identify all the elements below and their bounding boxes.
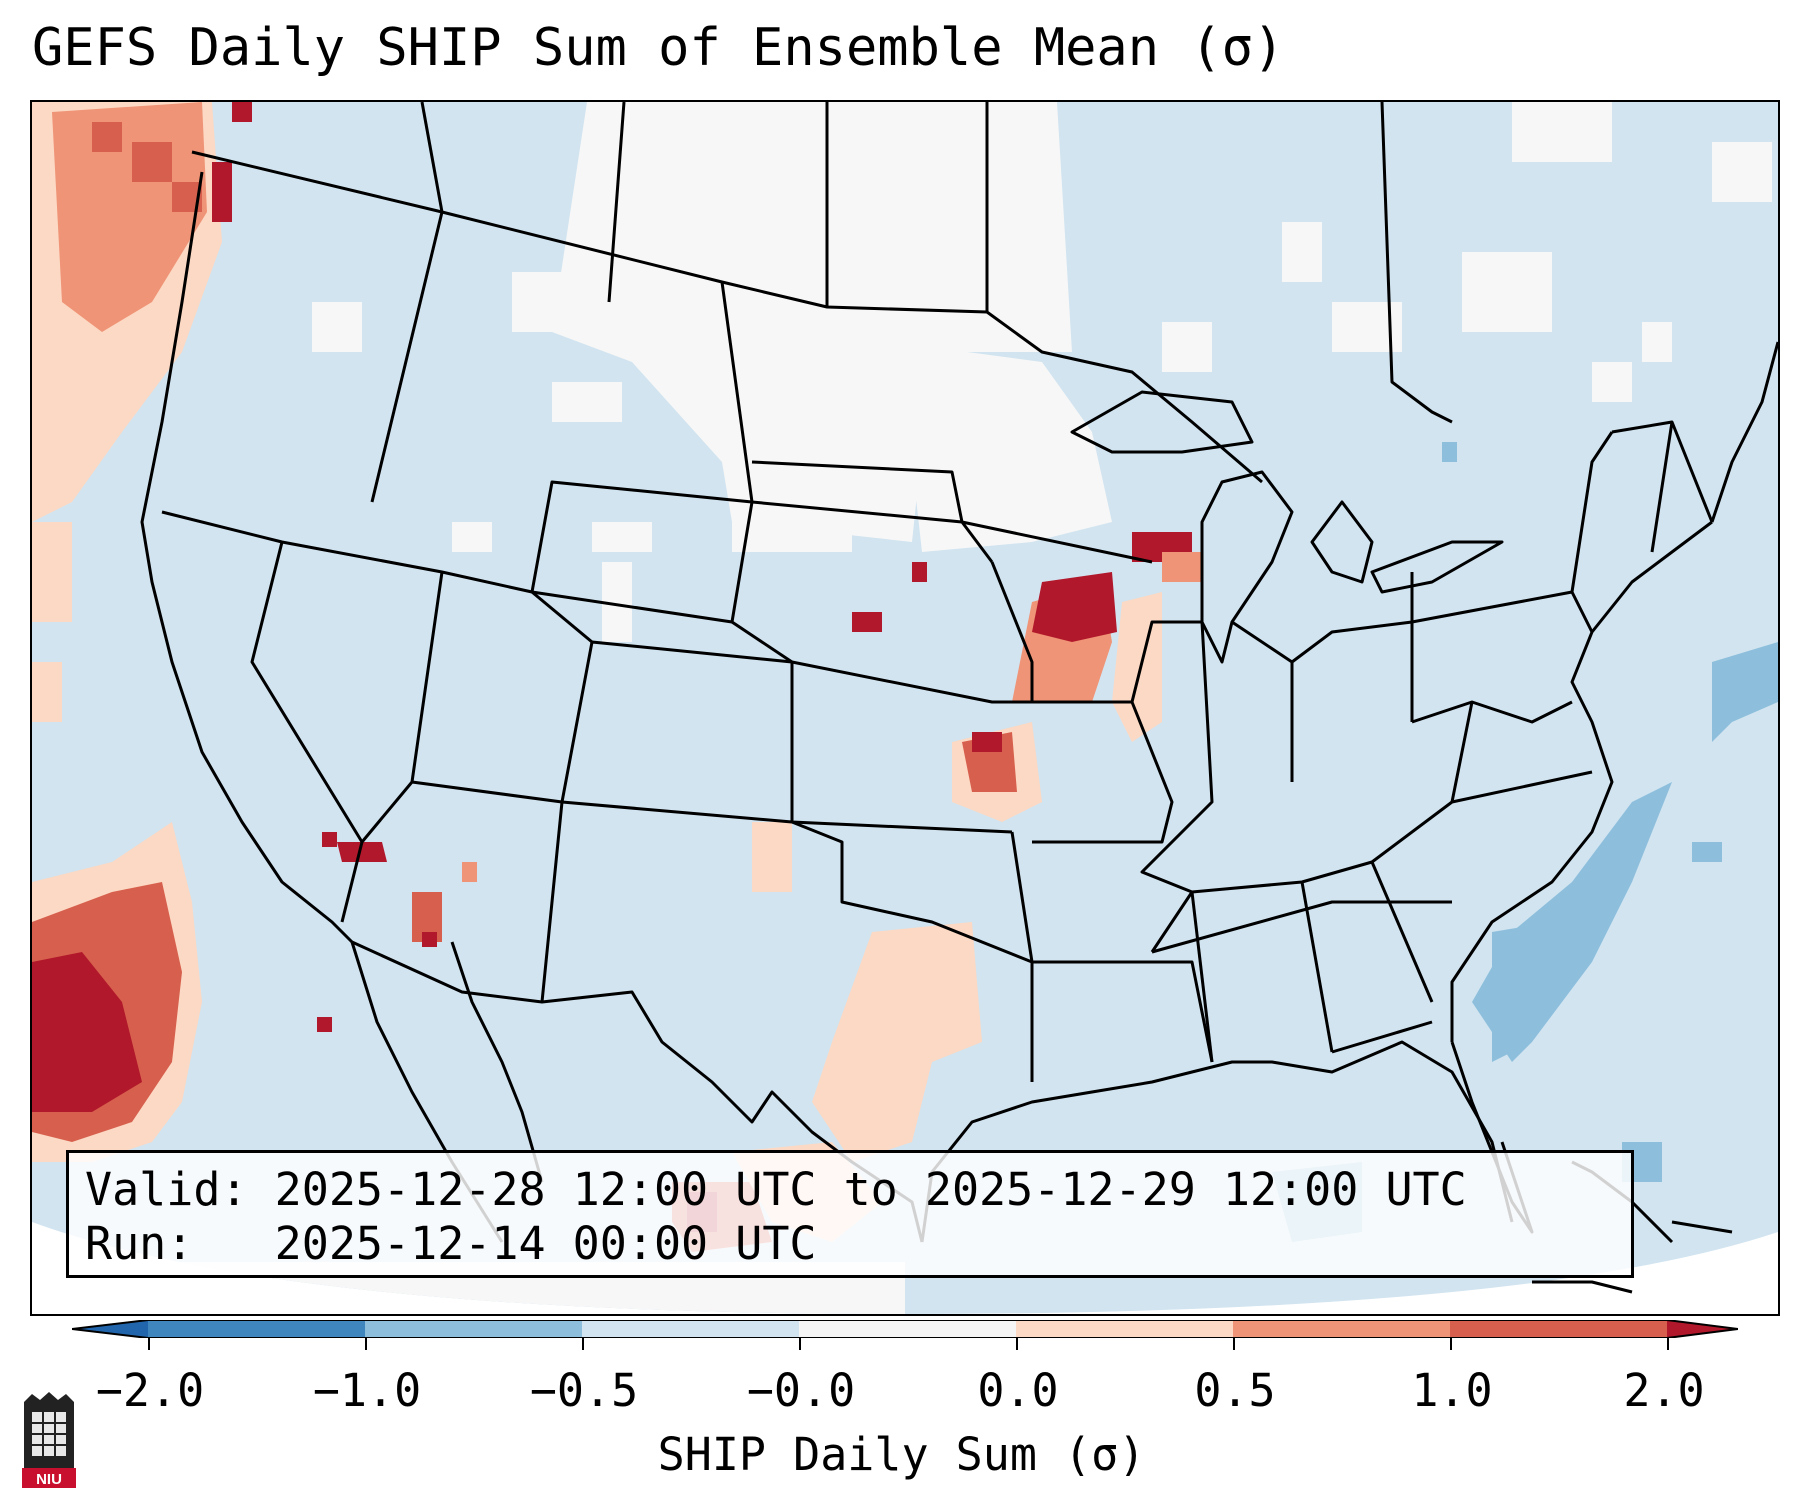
colorbar-bin-6 [1233,1320,1450,1338]
valid-row: Valid: 2025-12-28 12:00 UTC to 2025-12-2… [85,1163,1615,1217]
colorbar-bin-5 [1016,1320,1233,1338]
map-panel [30,100,1780,1316]
positive-anomaly-offshore [32,822,202,1162]
tick-label: −0.0 [746,1364,856,1417]
tick-mark [1450,1338,1452,1350]
colorbar-bin-4 [799,1320,1016,1338]
tick-mark [1667,1338,1669,1350]
tick-label: 2.0 [1623,1364,1705,1417]
tick-label: −1.0 [312,1364,422,1417]
colorbar [72,1320,1738,1338]
colorbar-ticks: −2.0 −1.0 −0.5 −0.0 0.0 0.5 1.0 2.0 [0,1338,1803,1438]
valid-label: Valid: [85,1163,248,1216]
tick-label: −2.0 [95,1364,205,1417]
colorbar-bin-2 [365,1320,582,1338]
colorbar-label: SHIP Daily Sum (σ) [657,1428,1146,1481]
map-title: GEFS Daily SHIP Sum of Ensemble Mean (σ) [32,18,1285,78]
run-row: Run: 2025-12-14 00:00 UTC [85,1217,1615,1271]
colorbar-extend-low [72,1320,148,1338]
validity-info-box: Valid: 2025-12-28 12:00 UTC to 2025-12-2… [66,1150,1634,1278]
colorbar-bin-3 [582,1320,799,1338]
tick-mark [1016,1338,1018,1350]
svg-text:NIU: NIU [36,1471,62,1488]
tick-label: −0.5 [529,1364,639,1417]
colorbar-bin-7 [1450,1320,1667,1338]
colorbar-bin-1 [148,1320,365,1338]
run-value: 2025-12-14 00:00 UTC [274,1217,817,1270]
tick-mark [148,1338,150,1350]
tick-label: 0.5 [1194,1364,1276,1417]
positive-anomaly-pacific-nw [32,102,252,722]
tick-label: 0.0 [977,1364,1059,1417]
map-canvas [32,102,1778,1314]
valid-value: 2025-12-28 12:00 UTC to 2025-12-29 12:00… [274,1163,1467,1216]
tick-mark [1233,1338,1235,1350]
near-zero-areas [32,102,1772,1314]
run-label: Run: [85,1217,194,1270]
colorbar-extend-high [1667,1320,1738,1338]
anomaly-field [32,102,1778,1314]
tick-mark [582,1338,584,1350]
tick-label: 1.0 [1411,1364,1493,1417]
niu-logo-icon: NIU [22,1392,76,1488]
tick-mark [799,1338,801,1350]
tick-mark [365,1338,367,1350]
